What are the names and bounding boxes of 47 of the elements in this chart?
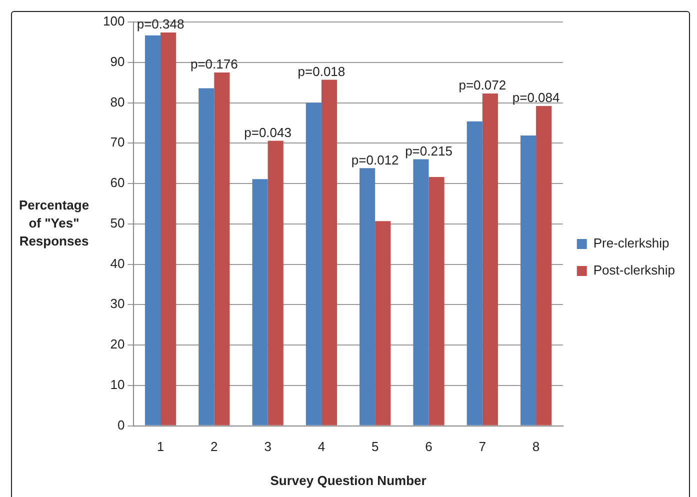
y-tick-label: 60 xyxy=(110,175,125,190)
bar xyxy=(306,102,322,426)
annotation: p=0.018 xyxy=(298,64,346,79)
y-tick-label: 10 xyxy=(110,377,125,392)
y-tick-label: 40 xyxy=(110,256,125,271)
bar xyxy=(198,88,214,426)
bar xyxy=(536,106,552,426)
x-tick-label: 4 xyxy=(318,439,326,454)
bar xyxy=(268,140,284,426)
x-tick-label: 5 xyxy=(371,439,379,454)
x-tick-label: 1 xyxy=(156,439,164,454)
x-tick-label: 3 xyxy=(264,439,272,454)
bar xyxy=(482,93,498,426)
y-tick-label: 20 xyxy=(110,336,125,352)
annotation: p=0.072 xyxy=(458,78,506,93)
y-tick-label: 30 xyxy=(110,296,125,312)
y-tick-label: 50 xyxy=(110,215,125,230)
bar xyxy=(360,168,376,426)
annotation: p=0.176 xyxy=(190,56,238,72)
x-tick-label: 2 xyxy=(210,439,218,454)
annotation: p=0.012 xyxy=(351,152,399,168)
bar xyxy=(520,135,536,426)
x-axis-title: Survey Question Number xyxy=(270,472,426,488)
bar xyxy=(144,35,161,426)
y-tick-label: 80 xyxy=(110,94,125,110)
legend-label: Post-clerkship xyxy=(593,262,676,278)
annotation: p=0.043 xyxy=(244,124,292,140)
bar xyxy=(466,121,482,426)
legend-label: Pre-clerkship xyxy=(593,236,670,251)
y-tick-label: 100 xyxy=(102,14,125,29)
annotation: p=0.215 xyxy=(405,143,452,158)
bar xyxy=(428,177,444,426)
bar xyxy=(214,72,230,426)
y-axis-title: Percentage of "Yes" Responses xyxy=(18,197,90,248)
x-tick-label: 8 xyxy=(532,439,540,454)
y-tick-label: 70 xyxy=(110,134,125,150)
x-tick-label: 7 xyxy=(478,439,486,454)
bar xyxy=(160,32,176,426)
bar xyxy=(321,80,338,426)
y-tick-label: 0 xyxy=(117,417,125,432)
bar xyxy=(413,159,429,426)
annotation: p=0.348 xyxy=(136,16,184,32)
bar xyxy=(252,179,268,426)
y-tick-label: 90 xyxy=(110,54,125,69)
annotation: p=0.084 xyxy=(512,90,560,106)
bar xyxy=(375,221,391,426)
x-tick-label: 6 xyxy=(425,439,432,454)
